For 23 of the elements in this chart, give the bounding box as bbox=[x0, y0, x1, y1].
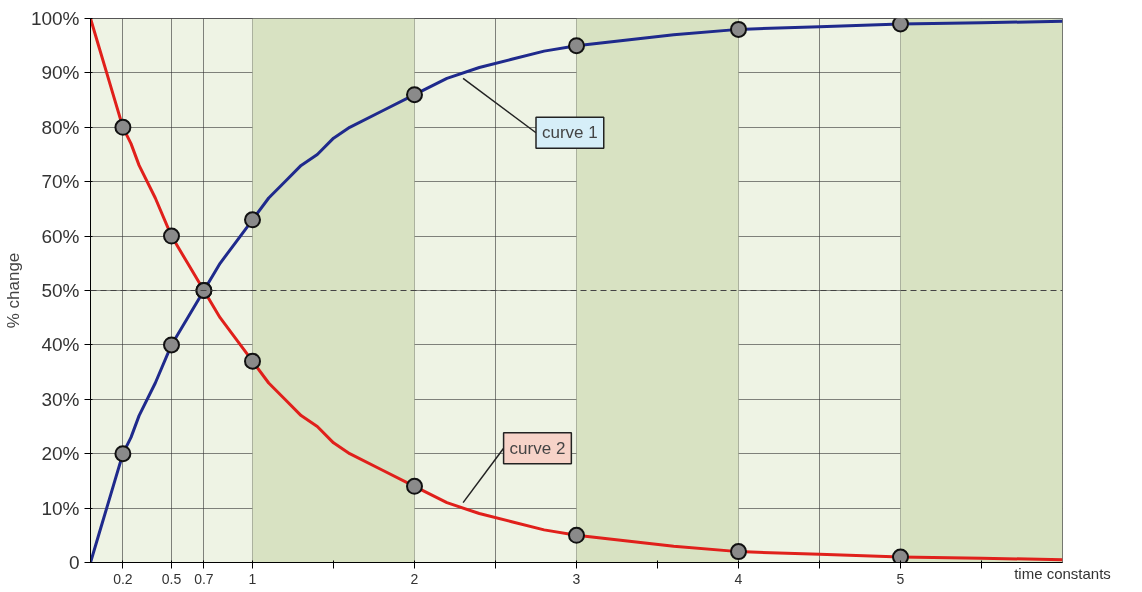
x-axis-title: time constants bbox=[1014, 564, 1111, 582]
y-tick-label: 90% bbox=[41, 62, 80, 84]
annotation: curve 2 bbox=[509, 438, 566, 458]
x-tick-label: 1 bbox=[248, 570, 257, 587]
y-tick-label: 70% bbox=[41, 171, 80, 193]
y-axis-title: % change bbox=[3, 252, 23, 329]
y-tick-label: 40% bbox=[41, 334, 80, 356]
y-tick-label: 30% bbox=[41, 388, 80, 410]
x-tick-label: 4 bbox=[734, 570, 743, 587]
x-tick-label: 0.2 bbox=[113, 570, 133, 587]
x-tick-label: 2 bbox=[410, 570, 419, 587]
y-tick-label: 10% bbox=[41, 497, 80, 519]
y-tick-label: 100% bbox=[30, 8, 80, 29]
y-tick-label: 60% bbox=[41, 225, 80, 247]
x-tick-label: 3 bbox=[572, 570, 581, 587]
x-tick-label: 0.7 bbox=[194, 570, 214, 587]
x-tick-label: 0.5 bbox=[161, 570, 182, 587]
x-tick-label: 5 bbox=[896, 570, 905, 587]
y-tick-label: 0 bbox=[68, 552, 80, 573]
y-tick-label: 50% bbox=[41, 280, 80, 301]
y-tick-label: 80% bbox=[41, 116, 80, 138]
annotation: curve 1 bbox=[542, 123, 598, 143]
y-tick-label: 20% bbox=[41, 443, 80, 465]
